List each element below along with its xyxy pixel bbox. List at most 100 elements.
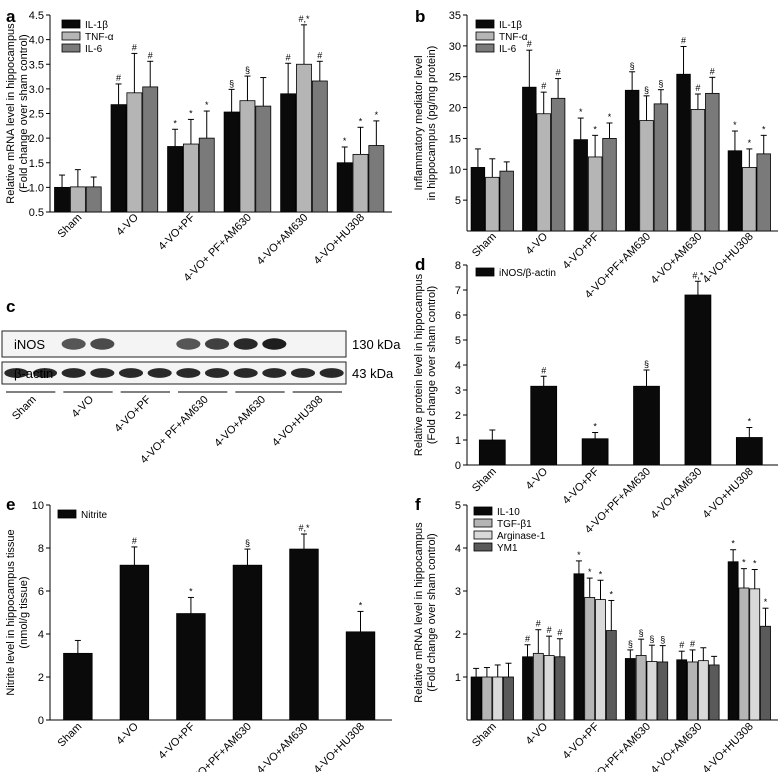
significance-mark: * bbox=[577, 550, 581, 560]
bar bbox=[289, 548, 319, 721]
y-tick-label: 25 bbox=[449, 72, 461, 84]
significance-mark: * bbox=[593, 124, 597, 134]
bar bbox=[605, 630, 617, 721]
bar bbox=[749, 588, 761, 721]
y-tick-label: 2.0 bbox=[29, 133, 44, 145]
x-tick-label: Sham bbox=[56, 212, 85, 241]
blot-band bbox=[204, 338, 230, 350]
y-tick-label: 5 bbox=[455, 500, 461, 512]
blot-strip-inos bbox=[1, 330, 347, 358]
x-tick-label: 4-VO+AM630 bbox=[649, 721, 705, 772]
x-tick-label: 4-VO+PF bbox=[561, 230, 602, 271]
significance-mark: # bbox=[547, 625, 552, 635]
bar bbox=[635, 655, 647, 721]
legend-label: TNF-α bbox=[499, 32, 528, 43]
x-tick-label: 4-VO bbox=[114, 211, 141, 238]
significance-mark: * bbox=[599, 569, 603, 579]
x-tick-label: 4-VO+HU308 bbox=[312, 212, 367, 267]
significance-mark: # bbox=[525, 634, 530, 644]
y-axis-label-2: (Fold change over sham control) bbox=[426, 533, 438, 691]
legend-label: Nitrite bbox=[81, 510, 108, 521]
significance-mark: * bbox=[731, 539, 735, 549]
x-tick-label: Sham bbox=[56, 721, 85, 750]
chart-d: 0 1 2 3 4 5 6 7 8 Relative protein level in hippo… bbox=[413, 260, 778, 536]
y-tick-label: 3.0 bbox=[29, 84, 44, 96]
bar bbox=[639, 120, 654, 232]
significance-mark: # bbox=[317, 50, 322, 60]
panel-label-d: d bbox=[415, 255, 425, 274]
blot-band bbox=[61, 338, 86, 350]
significance-mark: * bbox=[764, 597, 768, 607]
y-axis-label-2: (Fold change over sham control) bbox=[18, 34, 30, 192]
blot-group-label: 4-VO bbox=[69, 393, 96, 420]
significance-mark: # bbox=[541, 81, 546, 91]
significance-mark: # bbox=[527, 39, 532, 49]
bar bbox=[738, 587, 750, 721]
significance-mark: # bbox=[690, 639, 695, 649]
legend-swatch bbox=[61, 43, 81, 53]
significance-mark: § bbox=[644, 359, 649, 369]
legend-swatch bbox=[473, 506, 493, 516]
blot-row-label: iNOS bbox=[14, 337, 45, 352]
y-tick-label: 6 bbox=[38, 586, 44, 598]
bar bbox=[522, 656, 533, 721]
chart-f: 1 2 3 4 5 Relative mRNA level in hippocampus(… bbox=[413, 500, 778, 772]
y-tick-label: 2 bbox=[455, 629, 461, 641]
blot-band bbox=[262, 338, 287, 350]
y-axis-label-2: (Fold change over sham control) bbox=[426, 286, 438, 444]
y-tick-label: 1.5 bbox=[29, 158, 44, 170]
significance-mark: # bbox=[695, 83, 700, 93]
significance-mark: * bbox=[610, 589, 614, 599]
significance-mark: § bbox=[644, 85, 649, 95]
legend-swatch bbox=[475, 43, 495, 53]
bar bbox=[756, 153, 771, 232]
significance-mark: * bbox=[748, 138, 752, 148]
bar bbox=[126, 92, 143, 213]
bar bbox=[536, 113, 551, 232]
legend-label: IL-1β bbox=[85, 20, 108, 31]
western-blot-c: iNOS 130 kDa β-actin 43 kDa Sham 4-VO 4-VO+PF 4… bbox=[1, 330, 401, 466]
y-tick-label: 3 bbox=[455, 586, 461, 598]
bar bbox=[602, 138, 617, 232]
y-tick-label: 1 bbox=[455, 435, 461, 447]
panel-label-b: b bbox=[415, 7, 425, 26]
bar bbox=[624, 89, 640, 232]
blot-group-label: 4-VO+HU308 bbox=[270, 394, 325, 449]
significance-mark: # bbox=[132, 42, 137, 52]
chart-a: 0.5 1.0 1.5 2.0 2.5 3.0 3.5 4.0 4.5 Relative mRNA… bbox=[5, 10, 392, 284]
bar bbox=[573, 139, 588, 232]
blot-band bbox=[90, 338, 115, 350]
significance-mark: * bbox=[733, 120, 737, 130]
legend-label: IL-1β bbox=[499, 20, 522, 31]
blot-band bbox=[176, 338, 201, 350]
legend-label: IL-6 bbox=[499, 44, 517, 55]
bar bbox=[198, 137, 215, 213]
y-tick-label: 30 bbox=[449, 41, 461, 53]
bar bbox=[760, 625, 771, 721]
bar bbox=[705, 92, 720, 232]
x-tick-label: 4-VO bbox=[524, 230, 551, 257]
bar bbox=[345, 631, 376, 721]
bar bbox=[503, 676, 514, 721]
y-tick-label: 15 bbox=[449, 133, 461, 145]
y-tick-label: 10 bbox=[32, 500, 44, 512]
x-tick-label: 4-VO+HU308 bbox=[700, 721, 755, 772]
significance-mark: # bbox=[679, 640, 684, 650]
blot-group-label: 4-VO+AM630 bbox=[212, 394, 268, 450]
y-axis-label-2: in hippocampus (pg/mg protein) bbox=[426, 46, 438, 201]
legend-swatch bbox=[57, 509, 77, 519]
significance-mark: § bbox=[649, 634, 654, 644]
y-tick-label: 35 bbox=[449, 10, 461, 22]
significance-mark: # bbox=[148, 50, 153, 60]
legend-swatch bbox=[473, 542, 493, 552]
bar bbox=[727, 150, 743, 232]
y-tick-label: 1.0 bbox=[29, 182, 44, 194]
blot-band bbox=[61, 368, 86, 378]
significance-mark: * bbox=[762, 124, 766, 134]
x-tick-label: 4-VO+AM630 bbox=[255, 721, 311, 772]
chart-e: 0 2 4 6 8 10 Nitrite level in hippocampus tiss… bbox=[5, 500, 392, 772]
y-axis-label: Inflammatory mediator level bbox=[413, 55, 425, 190]
bar bbox=[587, 156, 603, 232]
y-tick-label: 4.5 bbox=[29, 10, 44, 22]
significance-mark: * bbox=[753, 559, 757, 569]
